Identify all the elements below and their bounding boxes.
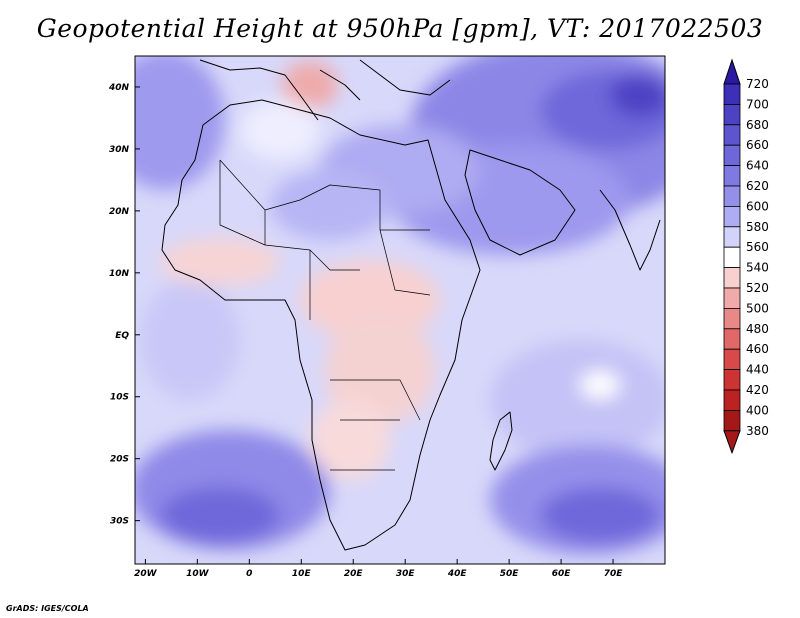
colorbar-label: 700 — [746, 97, 769, 111]
lon-tick-label: 30E — [396, 569, 416, 579]
field-madagascar-white — [580, 371, 620, 399]
borders — [219, 159, 431, 471]
colorbar-label: 380 — [746, 424, 769, 438]
field-central-africa-low — [300, 260, 440, 340]
madagascar-coastline — [489, 411, 513, 471]
colorbar-label: 500 — [746, 301, 769, 315]
colorbar-label: 720 — [746, 77, 769, 91]
colorbar-label: 600 — [746, 199, 769, 213]
colorbar-label: 560 — [746, 240, 769, 254]
colorbar-swatch — [723, 144, 741, 166]
india-coastline — [599, 189, 661, 271]
colorbar-swatch — [723, 409, 741, 432]
lon-tick-label: 60E — [552, 569, 572, 579]
colorbar-swatch — [723, 307, 741, 330]
latitude-axis: 40N 30N 20N 10N EQ 10S 20S 30S — [108, 83, 140, 527]
lat-tick-label: 20S — [110, 455, 129, 465]
colorbar-label: 580 — [746, 220, 769, 234]
colorbar-label: 640 — [746, 159, 769, 173]
colorbar-label: 420 — [746, 383, 769, 397]
colorbar-label: 480 — [746, 322, 769, 336]
field-north-africa — [270, 170, 390, 240]
field-south-indian-core — [540, 487, 660, 543]
lat-tick-label: 40N — [108, 83, 130, 93]
colorbar-swatch — [723, 267, 741, 289]
lon-tick-label: 10W — [186, 569, 210, 579]
field-south-atlantic-core — [160, 487, 280, 543]
field-sahara-white — [240, 100, 320, 160]
colorbar-label: 400 — [746, 403, 769, 417]
colorbar-swatch — [723, 83, 741, 105]
colorbar-swatch — [723, 328, 741, 350]
arabia-coastline — [464, 149, 576, 256]
geopotential-field — [135, 56, 665, 564]
colorbar-swatch — [723, 389, 741, 411]
colorbar-top-arrow — [723, 58, 741, 85]
lon-tick-label: 40E — [447, 569, 468, 579]
field-atlantic-north — [135, 56, 225, 190]
lon-tick-label: 70E — [604, 569, 624, 579]
field-southern-africa-low — [310, 400, 390, 480]
grads-credit: GrADS: IGES/COLA — [6, 604, 89, 613]
colorbar-label: 440 — [746, 363, 769, 377]
colorbar-swatch — [723, 369, 741, 391]
colorbar-bottom-arrow — [723, 430, 741, 455]
field-west-africa-low — [160, 238, 280, 286]
colorbar-swatch — [723, 226, 741, 248]
lon-tick-label: 0 — [246, 569, 252, 579]
lon-tick-label: 10E — [292, 569, 312, 579]
colorbar-label: 520 — [746, 281, 769, 295]
colorbar-label: 540 — [746, 261, 769, 275]
colorbar-swatch — [723, 287, 741, 309]
colorbar-swatch — [723, 205, 741, 228]
colorbar-label: 620 — [746, 179, 769, 193]
longitude-axis: 20W 10W 0 10E 20E 30E 40E 50E 60E 70E — [134, 559, 623, 579]
lat-tick-label: EQ — [115, 331, 129, 341]
colorbar-swatch — [723, 124, 741, 146]
lon-tick-label: 20W — [134, 569, 158, 579]
field-himalaya-core — [610, 73, 665, 117]
colorbar-label: 460 — [746, 342, 769, 356]
colorbar-swatch — [723, 104, 741, 126]
lat-tick-label: 30N — [109, 145, 130, 155]
colorbar: 720 700 680 660 640 620 600 580 560 540 520 500 480 4… — [723, 58, 769, 455]
europe-coastline — [199, 59, 451, 121]
lon-tick-label: 50E — [500, 569, 520, 579]
lon-tick-label: 20E — [344, 569, 364, 579]
colorbar-swatch — [723, 348, 741, 371]
field-gulf-guinea — [140, 280, 240, 400]
colorbar-swatch — [723, 165, 741, 187]
lat-tick-label: 30S — [110, 517, 129, 527]
field-congo-low — [325, 315, 435, 425]
lat-tick-label: 10N — [109, 269, 130, 279]
africa-coastline — [161, 99, 481, 551]
colorbar-label: 680 — [746, 118, 769, 132]
lat-tick-label: 20N — [109, 207, 130, 217]
coastlines — [161, 59, 661, 551]
lat-tick-label: 10S — [110, 393, 129, 403]
colorbar-swatch — [723, 246, 741, 268]
colorbar-swatch — [723, 185, 741, 207]
field-indian-ocean — [490, 340, 665, 460]
field-italy-low — [282, 61, 338, 109]
colorbar-label: 660 — [746, 138, 769, 152]
map-title: Geopotential Height at 950hPa [gpm], VT:… — [36, 14, 764, 43]
plot-frame — [134, 55, 666, 565]
